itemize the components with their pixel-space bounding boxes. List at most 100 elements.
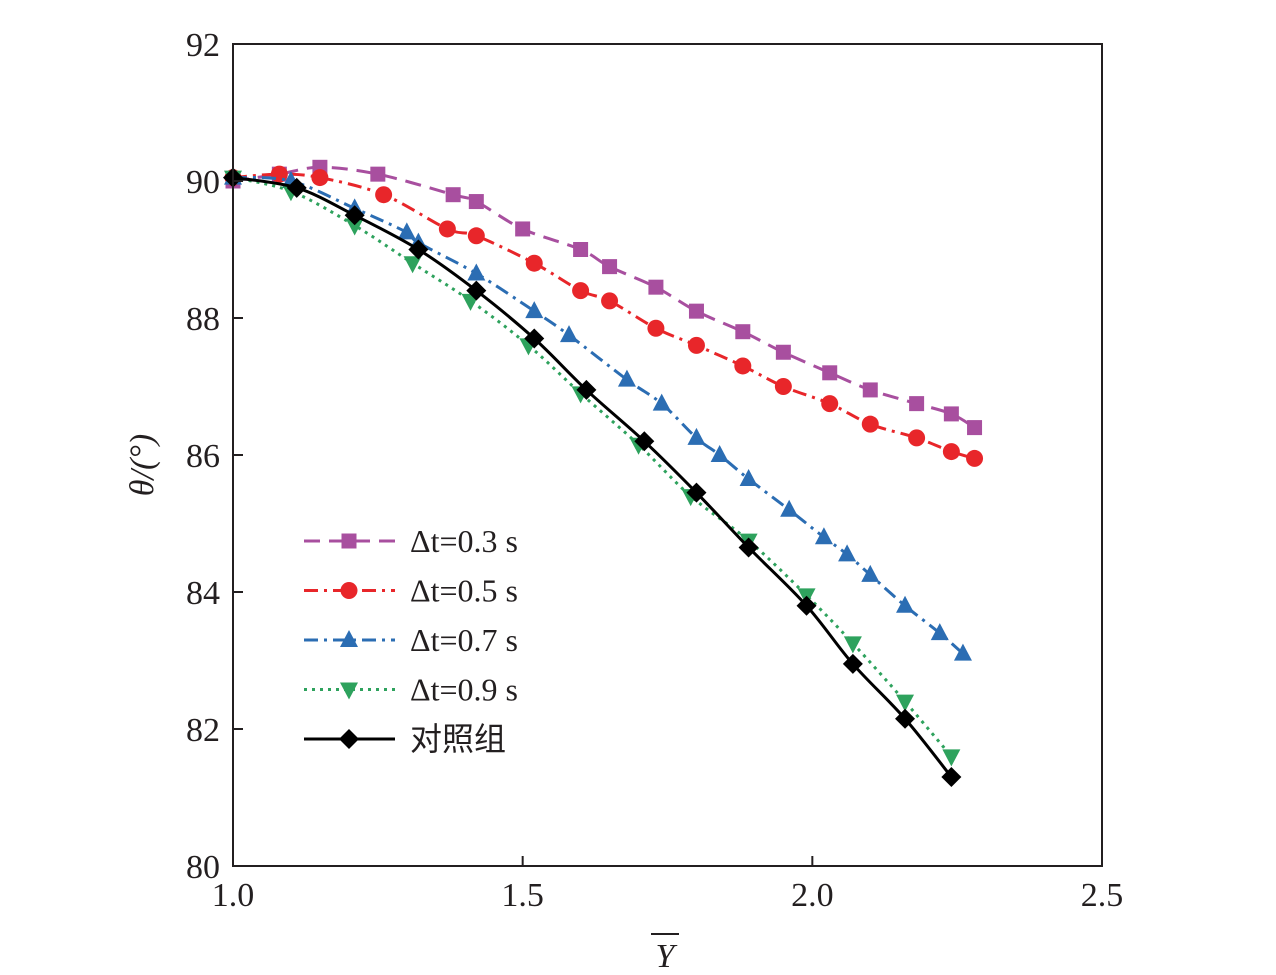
- data-point: [560, 325, 579, 343]
- data-point: [739, 468, 758, 486]
- legend-label: Δt=0.3 s: [410, 523, 518, 559]
- data-point: [896, 694, 915, 712]
- data-point: [647, 319, 665, 337]
- data-point: [467, 263, 486, 281]
- legend-marker: [339, 729, 359, 749]
- data-point: [738, 537, 759, 558]
- legend-label: Δt=0.5 s: [410, 573, 518, 609]
- x-axis: 1.0 1.5 2.0 2.5: [212, 856, 1124, 914]
- legend-item: Δt=0.5 s: [304, 573, 518, 609]
- legend-marker: [340, 582, 358, 599]
- data-point: [710, 445, 729, 462]
- x-tick-label: 1.5: [501, 877, 544, 914]
- data-point: [821, 395, 839, 413]
- legend-item: Δt=0.7 s: [304, 622, 518, 658]
- data-point: [734, 357, 752, 375]
- legend-marker: [340, 682, 358, 700]
- x-axis-title: Y: [651, 933, 679, 975]
- data-point: [908, 429, 926, 447]
- data-point: [688, 303, 704, 319]
- data-point: [270, 165, 288, 183]
- data-point: [445, 187, 461, 203]
- data-point: [397, 222, 416, 240]
- data-point: [601, 292, 619, 310]
- data-point: [687, 427, 706, 445]
- data-point: [967, 420, 983, 436]
- data-point: [862, 382, 878, 398]
- data-point: [311, 169, 329, 187]
- legend-label: 对照组: [410, 721, 506, 757]
- data-point: [524, 328, 545, 349]
- data-point: [966, 449, 984, 467]
- legend-marker: [340, 630, 358, 647]
- y-tick-label: 88: [186, 301, 220, 338]
- data-point: [370, 166, 386, 182]
- data-point: [617, 369, 636, 387]
- data-point: [814, 527, 833, 545]
- data-point: [943, 406, 959, 422]
- series-2: [224, 165, 984, 467]
- data-point: [896, 595, 915, 613]
- data-point: [634, 431, 655, 452]
- legend-item: Δt=0.9 s: [304, 672, 518, 708]
- y-tick-label: 80: [186, 849, 220, 886]
- data-point: [941, 766, 962, 787]
- legend-label: Δt=0.7 s: [410, 622, 518, 658]
- data-point: [438, 220, 456, 238]
- x-tick-label: 1.0: [212, 877, 255, 914]
- data-point: [895, 708, 916, 729]
- series-line: [232, 172, 975, 460]
- y-tick-label: 92: [186, 27, 220, 64]
- y-tick-label: 82: [186, 712, 220, 749]
- data-point: [774, 378, 792, 395]
- data-point: [930, 623, 949, 641]
- data-point: [525, 301, 544, 319]
- data-point: [942, 749, 961, 767]
- y-axis-title: θ/(°): [124, 434, 161, 496]
- series-line: [232, 176, 953, 778]
- data-point: [796, 595, 817, 616]
- data-point: [576, 379, 597, 400]
- series-4: [224, 170, 961, 767]
- data-point: [602, 259, 618, 275]
- data-point: [468, 194, 484, 210]
- data-point: [515, 221, 531, 237]
- y-tick-label: 90: [186, 164, 220, 201]
- data-point: [953, 643, 972, 661]
- data-point: [861, 415, 879, 433]
- data-point: [572, 282, 590, 300]
- data-point: [942, 443, 960, 461]
- plot-series: [223, 159, 984, 787]
- data-point: [843, 636, 862, 654]
- y-tick-label: 86: [186, 438, 220, 475]
- data-point: [838, 544, 857, 562]
- data-point: [403, 256, 422, 274]
- x-tick-label: 2.5: [1081, 877, 1124, 914]
- series-3: [224, 167, 972, 661]
- legend-item: Δt=0.3 s: [304, 523, 518, 559]
- data-point: [842, 653, 863, 674]
- data-point: [466, 280, 487, 301]
- x-axis-title-text: Y: [656, 938, 678, 975]
- data-point: [344, 205, 365, 226]
- data-point: [687, 336, 705, 354]
- data-point: [408, 239, 429, 260]
- data-point: [735, 324, 751, 340]
- data-point: [909, 396, 925, 412]
- data-point: [286, 177, 307, 198]
- data-point: [467, 227, 485, 245]
- data-point: [652, 393, 671, 411]
- data-point: [780, 499, 799, 517]
- data-point: [861, 564, 880, 582]
- legend-item: 对照组: [304, 721, 506, 757]
- legend-label: Δt=0.9 s: [410, 672, 518, 708]
- series-5: [223, 167, 962, 787]
- data-point: [525, 254, 543, 272]
- data-point: [648, 279, 664, 295]
- legend-marker: [341, 533, 357, 549]
- series-line: [232, 176, 953, 758]
- y-tick-label: 84: [186, 575, 220, 612]
- data-point: [822, 365, 838, 381]
- data-point: [686, 482, 707, 503]
